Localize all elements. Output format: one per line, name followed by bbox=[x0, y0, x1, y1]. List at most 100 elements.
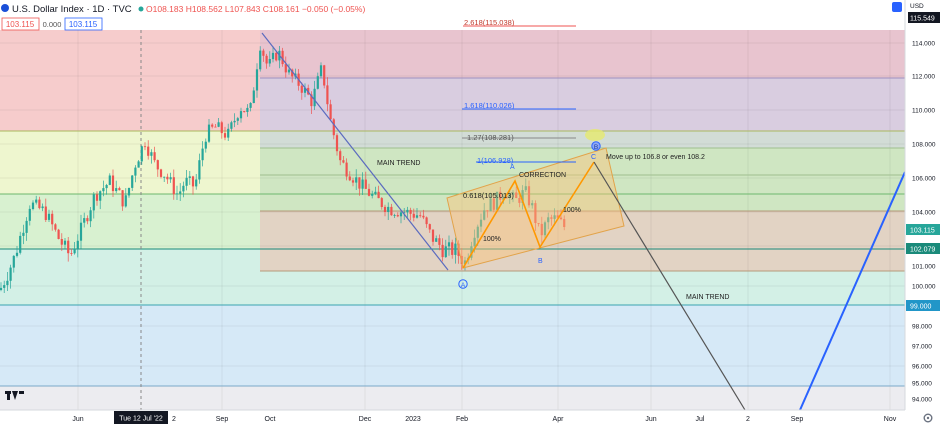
rising-line bbox=[799, 171, 906, 411]
candle-body bbox=[479, 219, 483, 227]
tradingview-logo bbox=[5, 391, 24, 400]
settings-gear-icon[interactable] bbox=[923, 413, 933, 423]
candle-body bbox=[406, 209, 409, 213]
candle-body bbox=[409, 209, 412, 214]
status-dot-icon bbox=[138, 6, 144, 12]
candle-body bbox=[191, 176, 195, 187]
candle-body bbox=[383, 206, 387, 212]
candle-body bbox=[19, 235, 22, 253]
candle-body bbox=[393, 215, 396, 216]
candle-body bbox=[255, 69, 259, 91]
candle-body bbox=[111, 175, 115, 192]
candle-body bbox=[99, 191, 102, 201]
candle-body bbox=[374, 191, 377, 194]
fib-label-0618: 0.618(105.013) bbox=[463, 191, 514, 200]
candle-body bbox=[364, 179, 367, 189]
circled-b: B bbox=[585, 129, 605, 151]
correction-channel bbox=[446, 147, 625, 269]
fib-grid-block bbox=[260, 30, 905, 271]
candle-body bbox=[230, 122, 233, 129]
candle-body bbox=[396, 215, 399, 217]
annotations: MAIN TREND CORRECTION Move up to 106.8 o… bbox=[377, 154, 729, 301]
candle-body bbox=[220, 122, 223, 134]
candle-body bbox=[355, 177, 358, 183]
candle-body bbox=[31, 202, 35, 209]
y-tick-label: 100.000 bbox=[912, 284, 936, 291]
candle-body bbox=[223, 133, 227, 138]
ohlc-values: O108.183 H108.562 L107.843 C108.161 −0.0… bbox=[146, 4, 365, 14]
candle-body bbox=[534, 203, 537, 223]
candle-body bbox=[6, 280, 9, 286]
candle-body bbox=[310, 94, 313, 107]
candle-body bbox=[246, 107, 249, 112]
y-tick-label: 112.000 bbox=[912, 74, 935, 81]
candle-body bbox=[211, 124, 214, 127]
top-price-tag: 115.549 bbox=[910, 16, 935, 23]
x-tick-label: Jul bbox=[696, 416, 705, 423]
candle-body bbox=[339, 151, 342, 161]
candle-body bbox=[15, 252, 19, 256]
candle-body bbox=[377, 191, 380, 199]
candle-body bbox=[460, 255, 463, 265]
candle-body bbox=[403, 212, 406, 214]
candle-body bbox=[303, 87, 307, 93]
candle-body bbox=[419, 215, 422, 217]
candle-body bbox=[265, 55, 268, 64]
candle-body bbox=[473, 237, 476, 247]
candle-body bbox=[188, 176, 191, 178]
candle-body bbox=[63, 240, 67, 245]
candle-body bbox=[521, 190, 524, 203]
sell-box[interactable]: 103.115 bbox=[1, 17, 40, 31]
candle-body bbox=[169, 177, 172, 180]
y-tick-label: 94.000 bbox=[912, 397, 932, 404]
candle-body bbox=[28, 208, 31, 221]
fib-labels: 2.618(115.038) 1.618(110.026) 1.27(108.2… bbox=[462, 18, 576, 200]
main-trend-line-1 bbox=[261, 32, 449, 271]
wave-label-b: B bbox=[538, 258, 543, 265]
candle-body bbox=[204, 141, 207, 149]
candle-body bbox=[150, 152, 153, 156]
candle-body bbox=[243, 111, 246, 113]
candle-body bbox=[41, 206, 44, 209]
candle-body bbox=[127, 188, 131, 196]
candle-body bbox=[195, 179, 198, 187]
buy-box[interactable]: 103.115 bbox=[64, 17, 103, 31]
x-tick-label: Oct bbox=[265, 416, 276, 423]
y-tick-label: 95.000 bbox=[912, 381, 932, 388]
candle-body bbox=[179, 191, 182, 194]
crosshair-date-tag: Tue 12 Jul '22 bbox=[119, 416, 163, 423]
svg-text:103.115: 103.115 bbox=[69, 20, 98, 29]
candle-body bbox=[553, 215, 556, 219]
header: U.S. Dollar Index · 1D · TVC O108.183 H1… bbox=[0, 0, 905, 17]
svg-text:103.115: 103.115 bbox=[6, 20, 35, 29]
candle-body bbox=[438, 238, 441, 245]
target-note: Move up to 106.8 or even 108.2 bbox=[606, 154, 705, 161]
candle-body bbox=[556, 215, 559, 218]
candle-body bbox=[441, 244, 444, 258]
candle-body bbox=[287, 69, 291, 73]
candle-body bbox=[499, 191, 502, 200]
percent-label-2: 100% bbox=[563, 207, 581, 214]
x-tick-label: Dec bbox=[359, 416, 372, 423]
y-tick-label: 101.000 bbox=[912, 264, 936, 271]
y-tick-label: 108.000 bbox=[912, 142, 936, 149]
candle-body bbox=[25, 220, 28, 233]
y-tick-label: 97.000 bbox=[912, 344, 932, 351]
candle-body bbox=[35, 199, 38, 203]
price-axis[interactable]: USD 115.549 94.000 95.000 96.000 97.000 98.0… bbox=[892, 0, 940, 426]
candle-body bbox=[431, 229, 435, 242]
candle-body bbox=[447, 242, 451, 247]
candle-body bbox=[492, 198, 495, 210]
x-tick-label: Nov bbox=[884, 416, 897, 423]
candle-body bbox=[102, 188, 105, 192]
wave-label-c: C bbox=[591, 154, 596, 161]
grid-lines bbox=[0, 30, 905, 410]
y-tick-label: 104.000 bbox=[912, 210, 936, 217]
time-axis[interactable]: Jun 2 Sep Oct Dec 2023 Feb Apr Jun Jul 2 Sep Nov Tue… bbox=[0, 391, 940, 426]
x-tick-label: Sep bbox=[791, 416, 804, 423]
level-99-tag: 99.000 bbox=[910, 304, 932, 311]
y-tick-label: 110.000 bbox=[912, 108, 935, 115]
candle-body bbox=[326, 85, 329, 105]
candle-body bbox=[361, 179, 364, 189]
